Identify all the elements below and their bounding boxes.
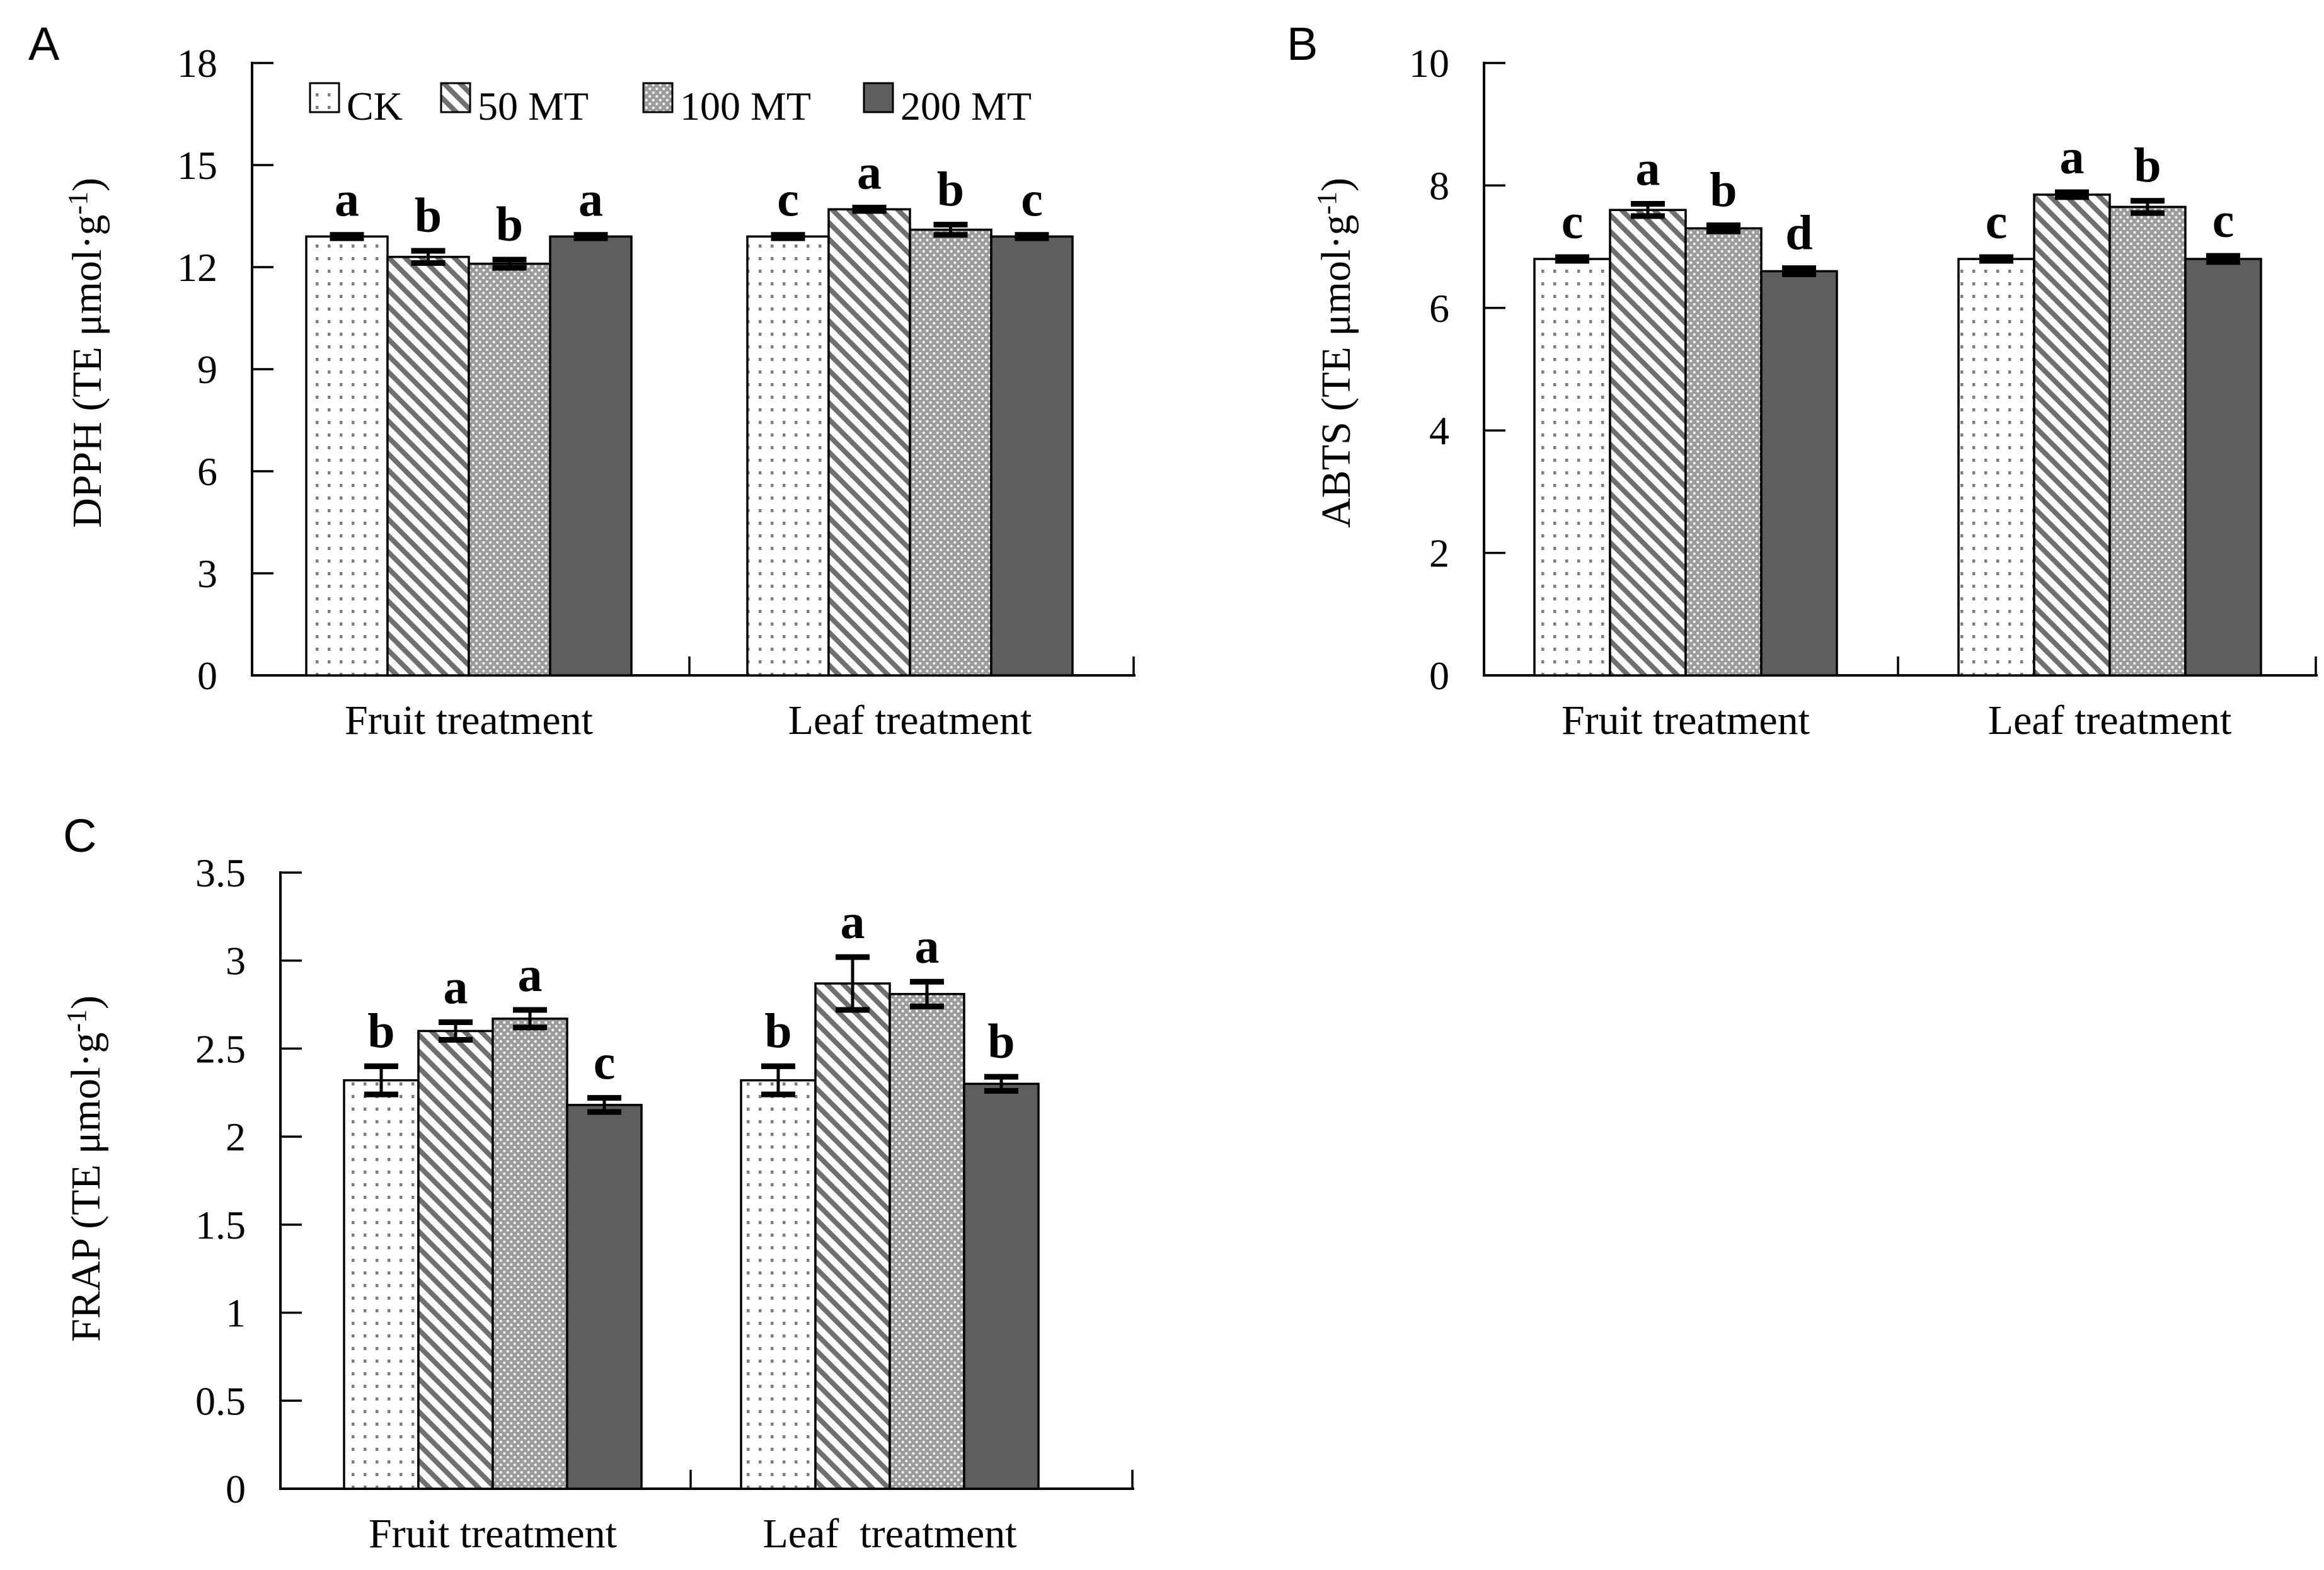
bar-100 MT-Leaf treatment	[889, 993, 965, 1490]
y-tick-label: 3	[197, 551, 217, 596]
sig-letter: c	[594, 1035, 616, 1090]
sig-letter: a	[335, 172, 359, 227]
sig-letter: b	[367, 1003, 394, 1058]
sig-letter: a	[2060, 129, 2085, 184]
y-axis-title: ABTS (TE μmol·g-1)	[1311, 178, 1359, 528]
bar-50 MT-Leaf treatment	[814, 982, 891, 1490]
sig-letter: c	[1562, 194, 1584, 249]
bar-CK-Leaf treatment	[746, 235, 830, 677]
sig-letter: b	[496, 197, 523, 251]
y-tick-label: 0	[226, 1467, 246, 1511]
bar-CK-Fruit treatment	[1533, 258, 1611, 677]
y-tick-label: 10	[1409, 41, 1449, 86]
y-tick-label: 1.5	[195, 1203, 246, 1247]
sig-letter: a	[857, 145, 882, 200]
legend-swatch-mt200-icon	[863, 82, 894, 113]
sig-letter: d	[1785, 205, 1812, 260]
x-category-label: Fruit treatment	[345, 697, 593, 743]
bar-50 MT-Fruit treatment	[417, 1029, 494, 1490]
y-tick-label: 6	[197, 449, 217, 494]
y-tick-label: 3.5	[195, 851, 246, 895]
sig-letter: c	[1986, 194, 2008, 249]
bar-CK-Fruit treatment	[343, 1079, 420, 1490]
panel-label-B: B	[1287, 18, 1318, 70]
y-tick-label: 12	[177, 245, 217, 290]
x-category-label: Fruit treatment	[1562, 697, 1810, 743]
bar-200 MT-Leaf treatment	[2184, 258, 2262, 677]
bar-100 MT-Fruit treatment	[468, 262, 551, 677]
x-category-label: Fruit treatment	[369, 1511, 617, 1557]
x-category-label: Leaf treatment	[1988, 697, 2232, 743]
y-tick-label: 2	[1429, 531, 1449, 576]
sig-letter: b	[987, 1014, 1015, 1069]
y-tick-label: 1	[226, 1291, 246, 1336]
y-tick-label: 0.5	[195, 1378, 246, 1423]
y-axis-title: DPPH (TE μmol·g-1)	[62, 178, 110, 528]
legend-swatch-mt100-icon	[642, 82, 674, 113]
legend-label: CK	[347, 84, 403, 129]
sig-letter: a	[841, 894, 865, 949]
bar-50 MT-Fruit treatment	[1609, 209, 1687, 677]
y-tick-label: 18	[177, 41, 217, 86]
sig-letter: b	[2134, 138, 2161, 193]
legend-label: 50 MT	[478, 84, 589, 129]
legend-swatch-ck-icon	[309, 82, 340, 113]
legend-label: 200 MT	[900, 84, 1032, 129]
bar-CK-Fruit treatment	[305, 235, 389, 677]
bar-100 MT-Leaf treatment	[2108, 205, 2187, 677]
bar-200 MT-Leaf treatment	[963, 1082, 1040, 1490]
sig-letter: b	[764, 1003, 791, 1058]
sig-letter: b	[415, 188, 442, 243]
sig-letter: a	[444, 960, 468, 1014]
y-tick-label: 9	[197, 347, 217, 392]
y-tick-label: 2	[226, 1114, 246, 1159]
sig-letter: b	[937, 162, 964, 217]
y-tick-label: 8	[1429, 163, 1449, 208]
sig-letter: a	[915, 919, 940, 973]
y-tick-label: 2.5	[195, 1026, 246, 1071]
bar-200 MT-Leaf treatment	[990, 235, 1074, 677]
bar-200 MT-Fruit treatment	[549, 235, 633, 677]
sig-letter: c	[777, 172, 799, 227]
sig-letter: b	[1710, 163, 1737, 217]
bar-50 MT-Fruit treatment	[386, 256, 470, 677]
panel-label-C: C	[63, 813, 96, 862]
bar-CK-Leaf treatment	[740, 1079, 817, 1490]
bar-50 MT-Leaf treatment	[2033, 193, 2111, 677]
x-category-label: Leaf treatment	[788, 697, 1032, 743]
bar-50 MT-Leaf treatment	[827, 208, 911, 677]
sig-letter: a	[518, 947, 543, 1002]
bar-200 MT-Fruit treatment	[566, 1104, 643, 1490]
y-tick-label: 15	[177, 143, 217, 188]
sig-letter: a	[578, 172, 603, 227]
y-tick-label: 0	[1429, 653, 1449, 698]
y-tick-label: 4	[1429, 408, 1449, 453]
y-tick-label: 3	[226, 939, 246, 983]
bar-200 MT-Fruit treatment	[1760, 270, 1838, 677]
y-tick-label: 0	[197, 653, 217, 698]
sig-letter: c	[2212, 193, 2235, 248]
legend-label: 100 MT	[680, 84, 811, 129]
panel-label-A: A	[28, 18, 60, 70]
sig-letter: c	[1021, 172, 1043, 227]
y-tick-label: 6	[1429, 286, 1449, 331]
bar-CK-Leaf treatment	[1957, 258, 2035, 677]
y-axis-title: FRAP (TE μmol·g-1)	[61, 995, 109, 1342]
bar-100 MT-Leaf treatment	[909, 228, 992, 677]
x-category-label: Leaf treatment	[762, 1511, 1016, 1557]
legend-swatch-mt50-icon	[440, 82, 471, 113]
bar-100 MT-Fruit treatment	[1684, 227, 1763, 677]
bar-100 MT-Fruit treatment	[492, 1017, 568, 1490]
sig-letter: a	[1636, 141, 1660, 196]
